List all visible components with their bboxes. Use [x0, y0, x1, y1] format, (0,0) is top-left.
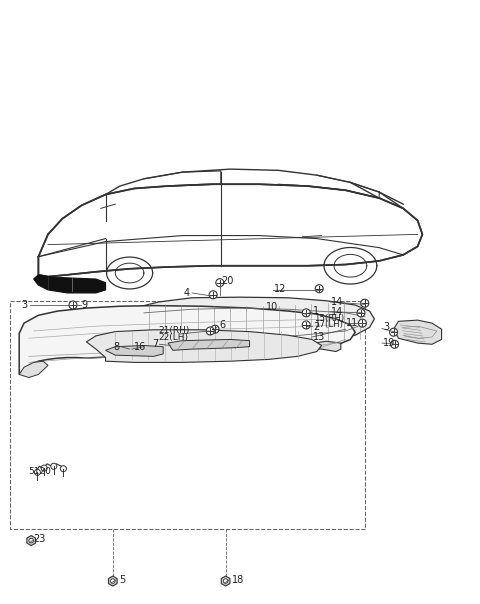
Circle shape — [51, 463, 57, 469]
Text: 7: 7 — [153, 339, 159, 349]
Text: 14: 14 — [331, 307, 344, 316]
Text: 20: 20 — [221, 276, 233, 286]
Polygon shape — [130, 297, 374, 347]
Circle shape — [390, 328, 397, 336]
Text: 23: 23 — [34, 534, 46, 544]
Circle shape — [302, 321, 310, 329]
Polygon shape — [19, 306, 355, 374]
Circle shape — [35, 469, 40, 475]
Polygon shape — [298, 341, 341, 352]
Polygon shape — [168, 339, 250, 350]
Polygon shape — [86, 330, 322, 362]
Text: 6: 6 — [220, 320, 226, 330]
Text: 12: 12 — [274, 284, 286, 294]
Polygon shape — [27, 536, 36, 545]
Polygon shape — [108, 576, 117, 586]
Text: 2: 2 — [313, 323, 319, 332]
Text: 17(LH): 17(LH) — [314, 321, 343, 329]
Text: 18: 18 — [232, 575, 245, 585]
Circle shape — [223, 579, 228, 583]
Circle shape — [206, 327, 214, 335]
Polygon shape — [34, 275, 106, 293]
Circle shape — [41, 465, 47, 471]
Polygon shape — [221, 576, 230, 586]
Text: 3: 3 — [383, 323, 389, 332]
Circle shape — [302, 309, 310, 317]
Circle shape — [110, 579, 115, 583]
Polygon shape — [19, 361, 48, 378]
Text: 16: 16 — [134, 342, 147, 352]
Text: 4: 4 — [183, 288, 190, 298]
Polygon shape — [106, 345, 163, 356]
Text: 5120: 5120 — [28, 467, 51, 475]
Text: 14: 14 — [331, 297, 344, 307]
Text: 5: 5 — [119, 575, 125, 585]
Text: 15(RH): 15(RH) — [314, 315, 345, 323]
Circle shape — [315, 284, 323, 293]
Circle shape — [361, 299, 369, 307]
Polygon shape — [38, 184, 422, 277]
Circle shape — [209, 291, 217, 299]
Circle shape — [391, 340, 398, 349]
Circle shape — [69, 301, 77, 309]
Text: 13: 13 — [313, 332, 325, 342]
Text: 1: 1 — [313, 306, 319, 316]
Text: 3: 3 — [22, 300, 28, 310]
Text: 9: 9 — [82, 300, 88, 310]
Text: 19: 19 — [383, 338, 396, 348]
Circle shape — [211, 325, 219, 333]
Circle shape — [216, 278, 224, 287]
Circle shape — [29, 538, 34, 543]
Circle shape — [359, 319, 366, 327]
Text: 22(LH): 22(LH) — [158, 333, 188, 341]
Text: 8: 8 — [113, 342, 119, 352]
Text: 11: 11 — [346, 318, 358, 328]
Circle shape — [357, 309, 365, 317]
Circle shape — [60, 466, 66, 472]
Polygon shape — [394, 320, 442, 344]
Text: 21(RH): 21(RH) — [158, 327, 190, 335]
Text: 10: 10 — [266, 302, 279, 312]
